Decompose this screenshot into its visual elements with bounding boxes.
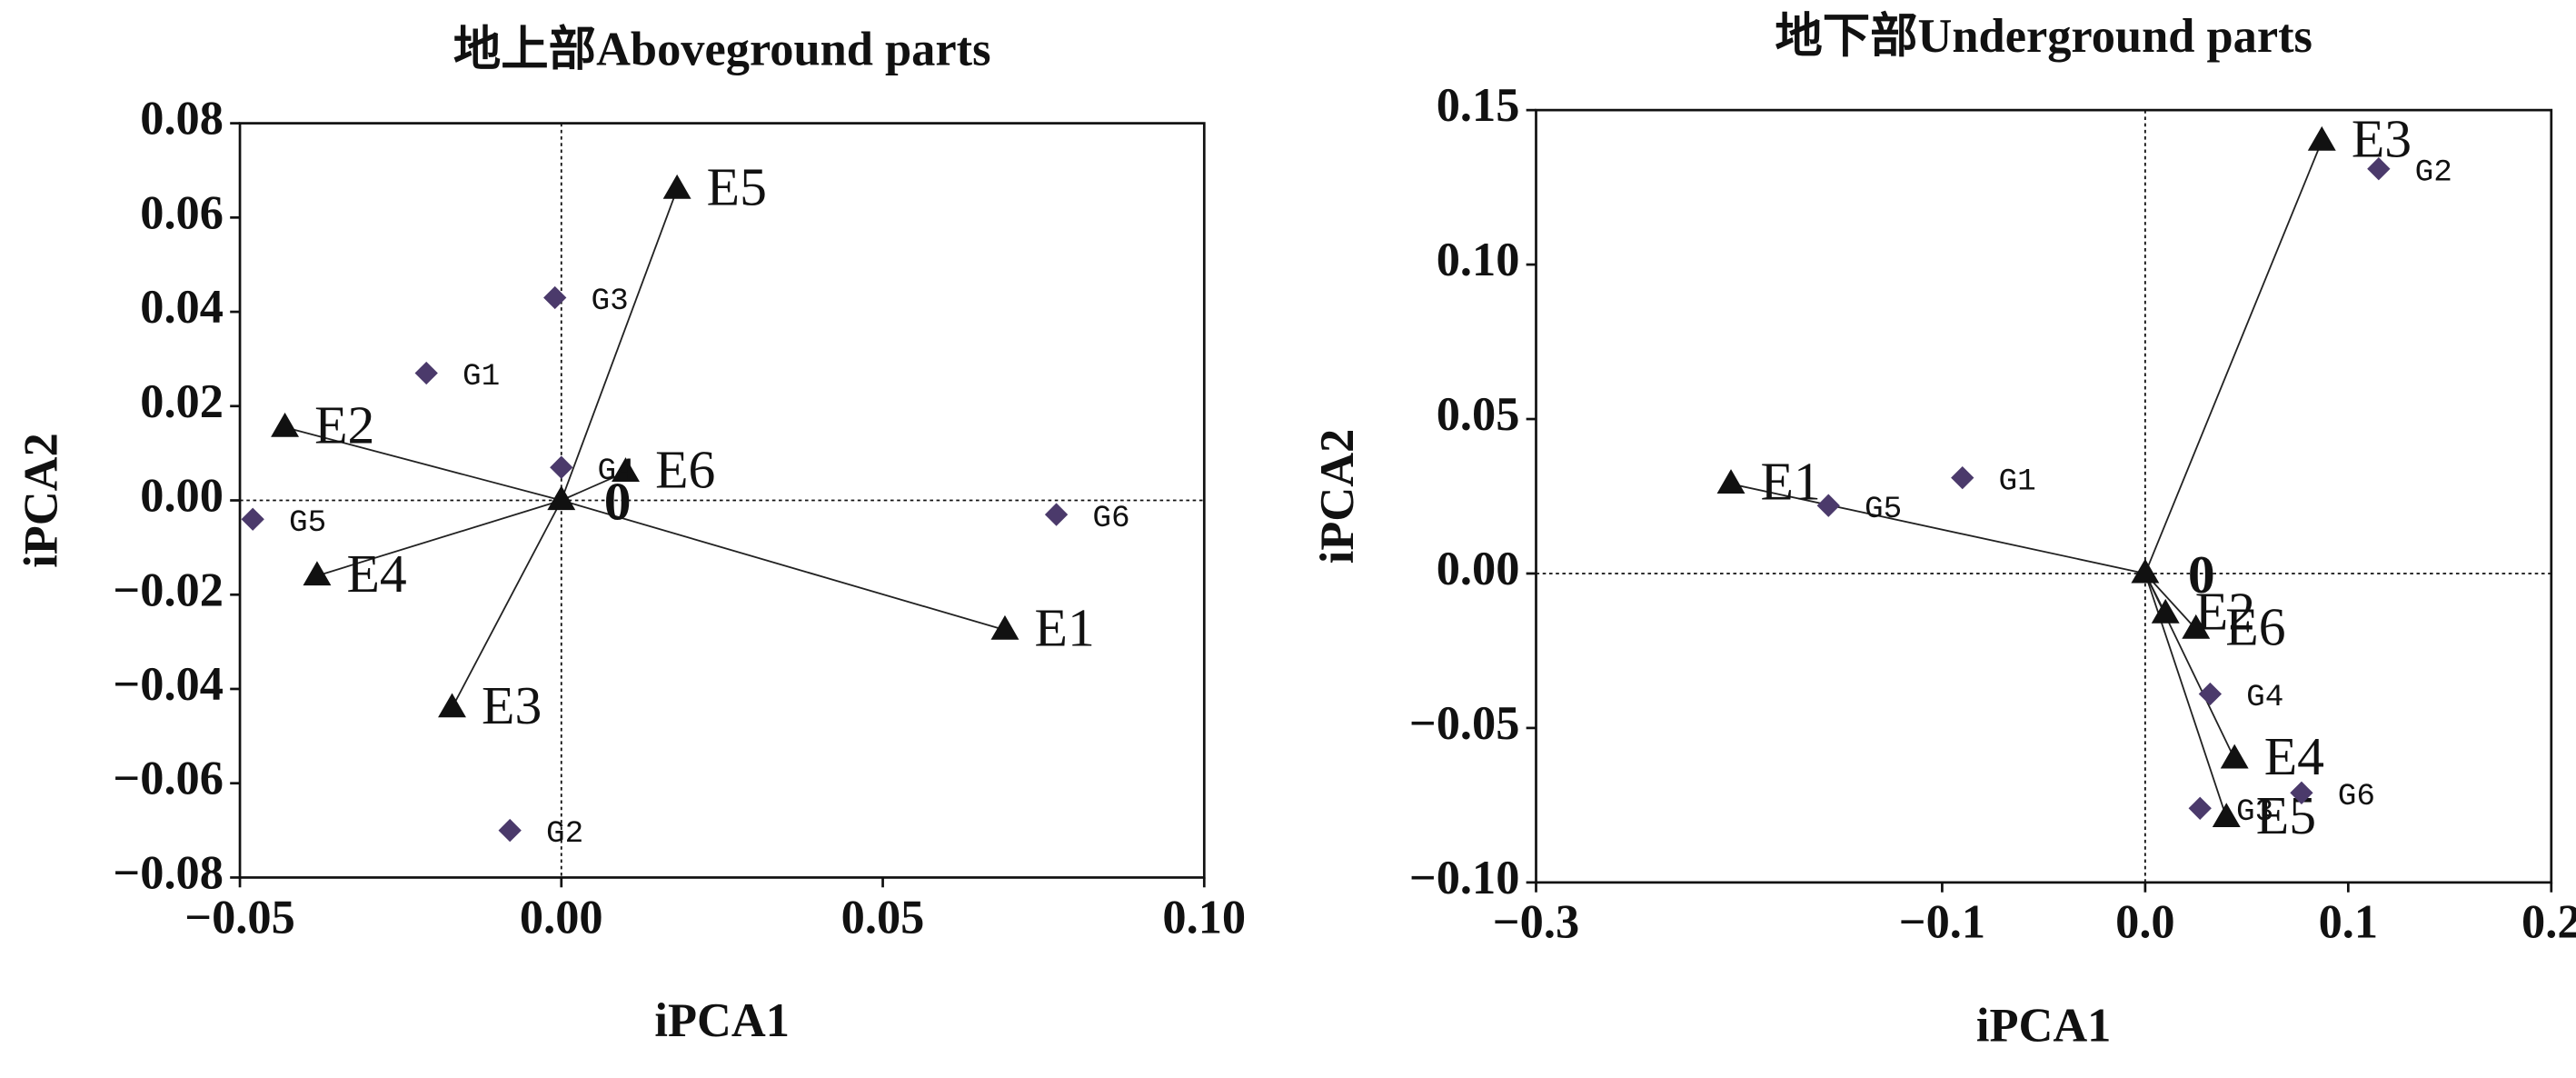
origin-marker	[547, 485, 576, 511]
y-tick-label: 0.02	[140, 375, 224, 428]
chart-title: 地上部Aboveground parts	[453, 24, 991, 76]
environment-point	[2220, 744, 2249, 769]
genotype-point	[1816, 494, 1840, 517]
environment-label: E6	[2225, 596, 2285, 656]
genotype-label: G5	[1865, 492, 1902, 527]
environment-vector	[2144, 140, 2323, 574]
environment-vector	[561, 499, 1006, 632]
genotype-point	[1951, 465, 1974, 490]
y-tick-label: −0.10	[1409, 852, 1520, 904]
genotype-label: G5	[289, 505, 326, 541]
environment-point	[1716, 469, 1746, 494]
genotype-label: G2	[2415, 155, 2452, 190]
environment-label: E4	[2264, 726, 2324, 786]
environment-point	[2307, 125, 2336, 151]
genotype-label: G6	[2338, 779, 2375, 814]
environment-point	[303, 561, 332, 586]
environment-vector	[284, 426, 562, 502]
genotype-point	[1044, 503, 1069, 526]
environment-point	[2151, 598, 2180, 624]
environment-vector	[1730, 483, 2146, 574]
environment-vector	[560, 188, 678, 501]
genotype-point	[2198, 682, 2223, 706]
genotype-label: G1	[1999, 464, 2036, 499]
environment-label: E6	[655, 440, 715, 500]
environment-point	[662, 174, 691, 199]
genotype-point	[2367, 157, 2391, 181]
genotype-point	[2188, 796, 2212, 820]
plot-frame	[1535, 108, 2553, 884]
genotype-point	[543, 285, 567, 310]
y-tick-label: −0.05	[1409, 697, 1520, 750]
environment-point	[2182, 614, 2211, 639]
x-tick-label: 0.05	[841, 891, 925, 943]
x-tick-label: −0.3	[1493, 896, 1579, 949]
environment-label: E2	[314, 394, 374, 454]
genotype-label: G3	[2236, 794, 2273, 830]
y-tick-label: 0.05	[1437, 388, 1520, 441]
x-tick-label: 0.2	[2521, 896, 2576, 949]
environment-label: E1	[1035, 597, 1095, 657]
y-tick-label: 0.00	[1437, 543, 1520, 595]
y-tick-label: 0.06	[140, 186, 224, 239]
genotype-label: G1	[462, 359, 500, 394]
origin-marker	[2131, 558, 2160, 584]
x-axis-label: iPCA1	[654, 994, 789, 1047]
genotype-point	[2290, 781, 2313, 804]
x-tick-label: 0.1	[2319, 896, 2379, 949]
environment-point	[438, 693, 466, 718]
y-tick-label: 0.00	[140, 470, 224, 523]
environment-label: E3	[482, 675, 542, 735]
y-tick-label: 0.10	[1437, 234, 1520, 286]
genotype-label: G3	[591, 284, 628, 319]
y-tick-label: 0.04	[140, 281, 224, 334]
environment-vector	[2144, 573, 2236, 760]
environment-label: E1	[1761, 452, 1821, 512]
chart-title: 地下部Underground parts	[1775, 10, 2312, 63]
environment-vector	[451, 500, 562, 709]
genotype-point	[414, 361, 438, 385]
genotype-label: G6	[1092, 501, 1129, 536]
x-tick-label: −0.1	[1899, 896, 1985, 949]
environment-point	[2212, 803, 2241, 828]
environment-label: E4	[346, 544, 406, 604]
environment-point	[612, 457, 641, 482]
genotype-label: G2	[546, 816, 583, 852]
origin-label: 0	[2188, 544, 2215, 604]
y-tick-label: −0.08	[113, 846, 224, 899]
x-tick-label: 0.00	[520, 891, 603, 943]
y-tick-label: −0.02	[113, 564, 224, 616]
environment-point	[990, 614, 1019, 640]
y-axis-label: iPCA2	[1311, 429, 1364, 564]
y-tick-label: −0.06	[113, 753, 224, 805]
genotype-point	[498, 818, 522, 843]
genotype-point	[241, 507, 264, 531]
y-tick-label: 0.08	[140, 93, 224, 145]
genotype-label: G4	[598, 454, 635, 489]
environment-label: E3	[2352, 108, 2412, 168]
y-tick-label: 0.15	[1437, 79, 1520, 132]
genotype-label: G4	[2246, 680, 2283, 715]
x-tick-label: 0.0	[2115, 896, 2175, 949]
x-axis-label: iPCA1	[1976, 1000, 2111, 1053]
y-axis-label: iPCA2	[15, 433, 68, 567]
environment-point	[271, 412, 300, 437]
x-tick-label: 0.10	[1162, 891, 1246, 943]
y-tick-label: −0.04	[113, 658, 224, 711]
genotype-point	[550, 455, 573, 479]
x-tick-label: −0.05	[184, 891, 295, 943]
environment-vector	[316, 499, 562, 577]
environment-label: E5	[707, 157, 767, 217]
